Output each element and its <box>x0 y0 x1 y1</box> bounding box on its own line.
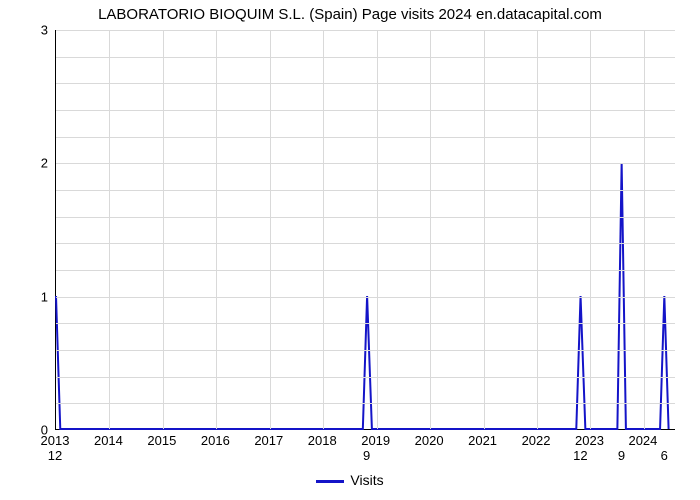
x-tick-label: 2024 <box>628 433 657 448</box>
x-tick-label: 2021 <box>468 433 497 448</box>
x-tick-label: 2013 <box>41 433 70 448</box>
value-label: 9 <box>363 448 370 463</box>
value-label: 9 <box>618 448 625 463</box>
x-axis-label: Visits <box>350 472 383 488</box>
value-label: 12 <box>573 448 587 463</box>
x-tick-label: 2018 <box>308 433 337 448</box>
visits-chart: LABORATORIO BIOQUIM S.L. (Spain) Page vi… <box>0 0 700 500</box>
x-axis-title: Visits <box>0 472 700 488</box>
x-tick-label: 2017 <box>254 433 283 448</box>
chart-title: LABORATORIO BIOQUIM S.L. (Spain) Page vi… <box>0 6 700 23</box>
x-tick-label: 2023 <box>575 433 604 448</box>
x-tick-label: 2020 <box>415 433 444 448</box>
x-tick-label: 2015 <box>147 433 176 448</box>
y-tick-label: 2 <box>41 156 48 171</box>
x-tick-label: 2022 <box>522 433 551 448</box>
x-tick-label: 2016 <box>201 433 230 448</box>
y-tick-label: 1 <box>41 289 48 304</box>
y-tick-label: 3 <box>41 23 48 38</box>
value-label: 6 <box>661 448 668 463</box>
x-tick-label: 2019 <box>361 433 390 448</box>
value-label: 12 <box>48 448 62 463</box>
x-tick-label: 2014 <box>94 433 123 448</box>
line-series <box>56 30 675 429</box>
plot-area <box>55 30 675 430</box>
legend-swatch <box>316 480 344 483</box>
